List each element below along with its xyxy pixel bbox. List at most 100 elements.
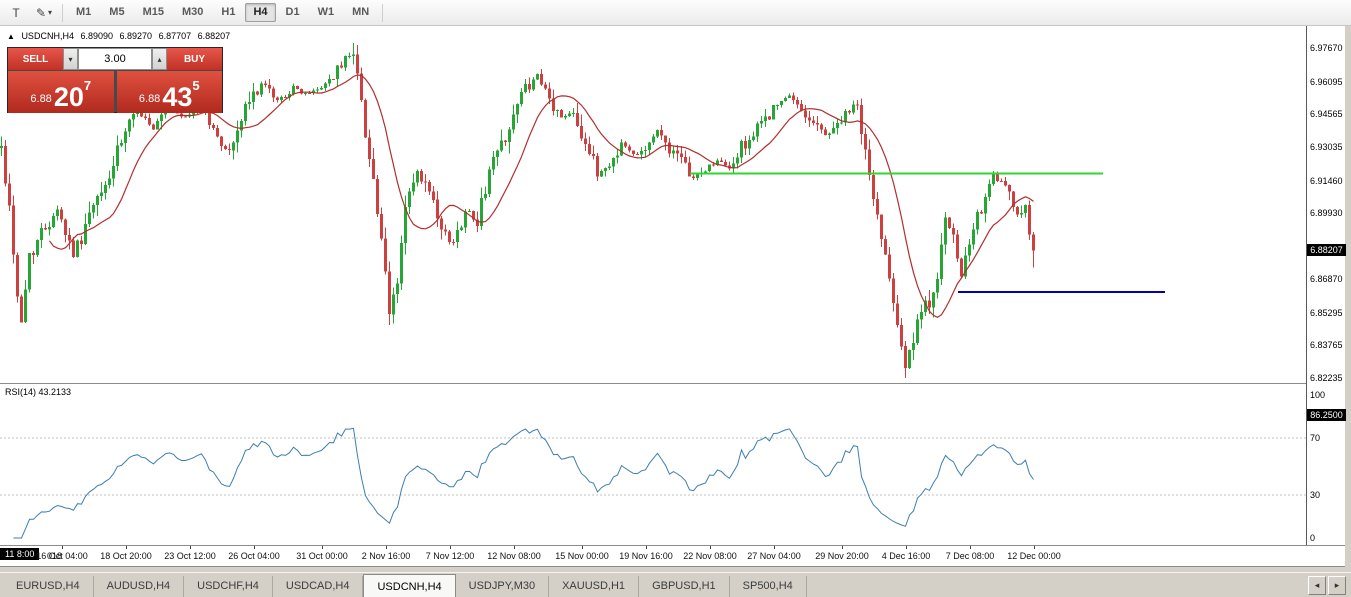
chart-bottom-border <box>0 566 1345 567</box>
candlestick-chart[interactable] <box>0 26 1306 383</box>
rsi-indicator-label: RSI(14) 43.2133 <box>5 387 72 397</box>
price-axis-label: 6.86870 <box>1310 273 1343 284</box>
rsi-axis-label: 100 <box>1310 390 1326 400</box>
time-axis-label: 16 Oct 04:00 <box>36 551 88 561</box>
price-axis-label: 6.97670 <box>1310 43 1343 54</box>
timeframe-button-h4[interactable]: H4 <box>245 3 276 22</box>
timeframe-button-m15[interactable]: M15 <box>142 6 164 18</box>
timeframe-button-group: M1 M5 M15 M30 H1 H4 D1 W1 MN <box>67 3 378 22</box>
time-tick <box>322 546 323 549</box>
time-tick <box>1034 546 1035 549</box>
chart-tab-usdcad[interactable]: USDCAD,H4 <box>273 576 364 597</box>
time-tick <box>386 546 387 549</box>
chart-tab-sp500[interactable]: SP500,H4 <box>730 576 807 597</box>
ask-big-digits: 43 <box>162 82 193 113</box>
time-axis[interactable]: 11 8:00 018 16 Oct 04:00 18 Oct 20:00 23 O… <box>0 546 1345 566</box>
timeframe-button-m30[interactable]: M30 <box>181 6 204 18</box>
toolbar-separator <box>382 3 384 22</box>
bid-pipette: 7 <box>83 78 92 93</box>
top-toolbar: T ✎ ▾ M1 M5 M15 M30 H1 H4 D1 W1 MN <box>0 0 1351 26</box>
rsi-axis-label: 30 <box>1310 490 1321 501</box>
price-axis-label: 6.96095 <box>1310 76 1343 87</box>
time-axis-label: 7 Dec 08:00 <box>945 551 995 561</box>
timeframe-button-m1[interactable]: M1 <box>76 6 92 18</box>
timeframe-button-h1[interactable]: H1 <box>221 6 236 18</box>
chart-tab-usdjpy[interactable]: USDJPY,M30 <box>456 576 550 597</box>
one-click-trading-panel: SELL ▾ 3.00 ▴ BUY 6.88 20 7 6.88 43 5 <box>7 47 223 113</box>
time-axis-label: 12 Dec 00:00 <box>1007 551 1061 561</box>
tab-scroll-right-button[interactable]: ▸ <box>1328 576 1346 595</box>
chart-ohlc-header: ▲ USDCNH,H4 6.89090 6.89270 6.87707 6.88… <box>7 31 234 41</box>
time-tick <box>906 546 907 549</box>
chart-tab-bar: EURUSD,H4 AUDUSD,H4 USDCHF,H4 USDCAD,H4 USDC… <box>0 572 1351 597</box>
price-axis-label: 6.82235 <box>1310 372 1343 383</box>
ohlc-high: 6.89270 <box>119 31 153 41</box>
volume-decrease-button[interactable]: ▾ <box>63 48 78 70</box>
time-tick <box>774 546 775 549</box>
bid-price-button[interactable]: 6.88 20 7 <box>8 71 114 113</box>
ask-prefix: 6.88 <box>138 93 161 105</box>
time-tick <box>970 546 971 549</box>
ohlc-close: 6.88207 <box>197 31 231 41</box>
time-axis-label: 4 Dec 16:00 <box>881 551 931 561</box>
rsi-indicator-chart[interactable] <box>0 384 1306 545</box>
ask-price-button[interactable]: 6.88 43 5 <box>116 71 222 113</box>
volume-increase-button[interactable]: ▴ <box>152 48 167 70</box>
time-tick <box>842 546 843 549</box>
timeframe-button-m5[interactable]: M5 <box>109 6 125 18</box>
chevron-down-icon: ▾ <box>48 8 53 17</box>
chart-tab-usdchf[interactable]: USDCHF,H4 <box>184 576 273 597</box>
timeframe-button-d1[interactable]: D1 <box>285 6 300 18</box>
bid-big-digits: 20 <box>53 82 84 113</box>
timeframe-button-w1[interactable]: W1 <box>317 6 335 18</box>
toolbar-button-t[interactable]: T <box>12 5 20 20</box>
pencil-icon: ✎ <box>35 5 47 20</box>
timeframe-button-mn[interactable]: MN <box>352 6 370 18</box>
sell-button[interactable]: SELL <box>8 48 63 70</box>
ask-pipette: 5 <box>192 78 200 93</box>
time-tick <box>62 546 63 549</box>
time-tick <box>126 546 127 549</box>
price-axis[interactable]: 6.88207 86.2500 6.97670 6.96095 6.94565 6.9… <box>1306 26 1346 545</box>
drawing-tool-button[interactable]: ✎ ▾ <box>31 2 57 24</box>
chart-tabs: EURUSD,H4 AUDUSD,H4 USDCHF,H4 USDCAD,H4 USDC… <box>3 574 807 597</box>
time-axis-label: 22 Nov 08:00 <box>683 551 737 561</box>
time-axis-label: 19 Nov 16:00 <box>619 551 673 561</box>
chart-tab-xauusd[interactable]: XAUUSD,H1 <box>549 576 640 597</box>
tab-scroll-left-button[interactable]: ◂ <box>1308 576 1326 595</box>
price-axis-label: 6.83765 <box>1310 340 1343 351</box>
rsi-level-badge: 86.2500 <box>1307 408 1346 421</box>
chart-tab-gbpusd[interactable]: GBPUSD,H1 <box>639 576 730 597</box>
time-axis-label: 31 Oct 00:00 <box>296 551 348 561</box>
current-price-badge: 6.88207 <box>1307 244 1346 257</box>
bid-prefix: 6.88 <box>30 93 52 105</box>
chart-window: 6.88207 86.2500 6.97670 6.96095 6.94565 6.9… <box>0 26 1346 567</box>
time-tick <box>582 546 583 549</box>
partial-date-label: 018 <box>47 551 63 561</box>
symbol-period-label: USDCNH,H4 <box>21 31 74 41</box>
chart-tab-eurusd[interactable]: EURUSD,H4 <box>3 576 94 597</box>
time-tick <box>190 546 191 549</box>
ohlc-low: 6.87707 <box>158 31 192 41</box>
chart-tab-audusd[interactable]: AUDUSD,H4 <box>94 576 185 597</box>
volume-input[interactable]: 3.00 <box>78 48 152 70</box>
price-axis-label: 6.89930 <box>1310 208 1343 219</box>
time-tick <box>710 546 711 549</box>
time-axis-label: 27 Nov 04:00 <box>747 551 801 561</box>
time-axis-label: 18 Oct 20:00 <box>100 551 152 561</box>
time-tick <box>514 546 515 549</box>
time-axis-label: 15 Nov 00:00 <box>555 551 609 561</box>
buy-button[interactable]: BUY <box>167 48 222 70</box>
chart-tab-usdcnh[interactable]: USDCNH,H4 <box>363 574 456 597</box>
cursor-time-badge: 11 8:00 <box>0 548 40 560</box>
rsi-axis-label: 0 <box>1310 533 1316 543</box>
price-axis-label: 6.94565 <box>1310 109 1343 120</box>
price-axis-label: 6.85295 <box>1310 307 1343 318</box>
time-tick <box>450 546 451 549</box>
time-tick <box>646 546 647 549</box>
price-axis-label: 6.91460 <box>1310 175 1343 186</box>
time-axis-label: 12 Nov 08:00 <box>487 551 541 561</box>
pane-separator[interactable] <box>0 383 1345 384</box>
pane-separator <box>0 545 1345 546</box>
collapse-panel-icon[interactable]: ▲ <box>7 32 15 41</box>
